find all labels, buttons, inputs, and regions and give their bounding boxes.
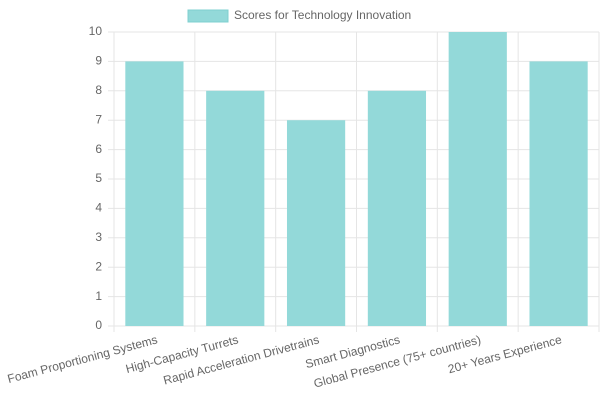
y-tick-label: 2 — [95, 259, 102, 273]
y-tick-label: 5 — [95, 171, 102, 185]
y-tick-label: 10 — [89, 24, 103, 38]
y-tick-label: 7 — [95, 112, 102, 126]
bar — [206, 90, 265, 326]
y-tick-label: 6 — [95, 142, 102, 156]
y-tick-label: 0 — [95, 318, 102, 332]
y-tick-label: 8 — [95, 83, 102, 97]
bar — [529, 61, 588, 327]
bar — [125, 61, 184, 327]
y-tick-label: 1 — [95, 289, 102, 303]
legend-swatch — [187, 9, 229, 23]
bar — [367, 90, 427, 326]
y-tick-label: 9 — [95, 54, 102, 68]
bar — [448, 32, 507, 326]
y-tick-label: 4 — [95, 201, 102, 215]
y-tick-label: 3 — [95, 230, 102, 244]
legend-label: Scores for Technology Innovation — [234, 8, 411, 22]
bar — [286, 120, 346, 326]
